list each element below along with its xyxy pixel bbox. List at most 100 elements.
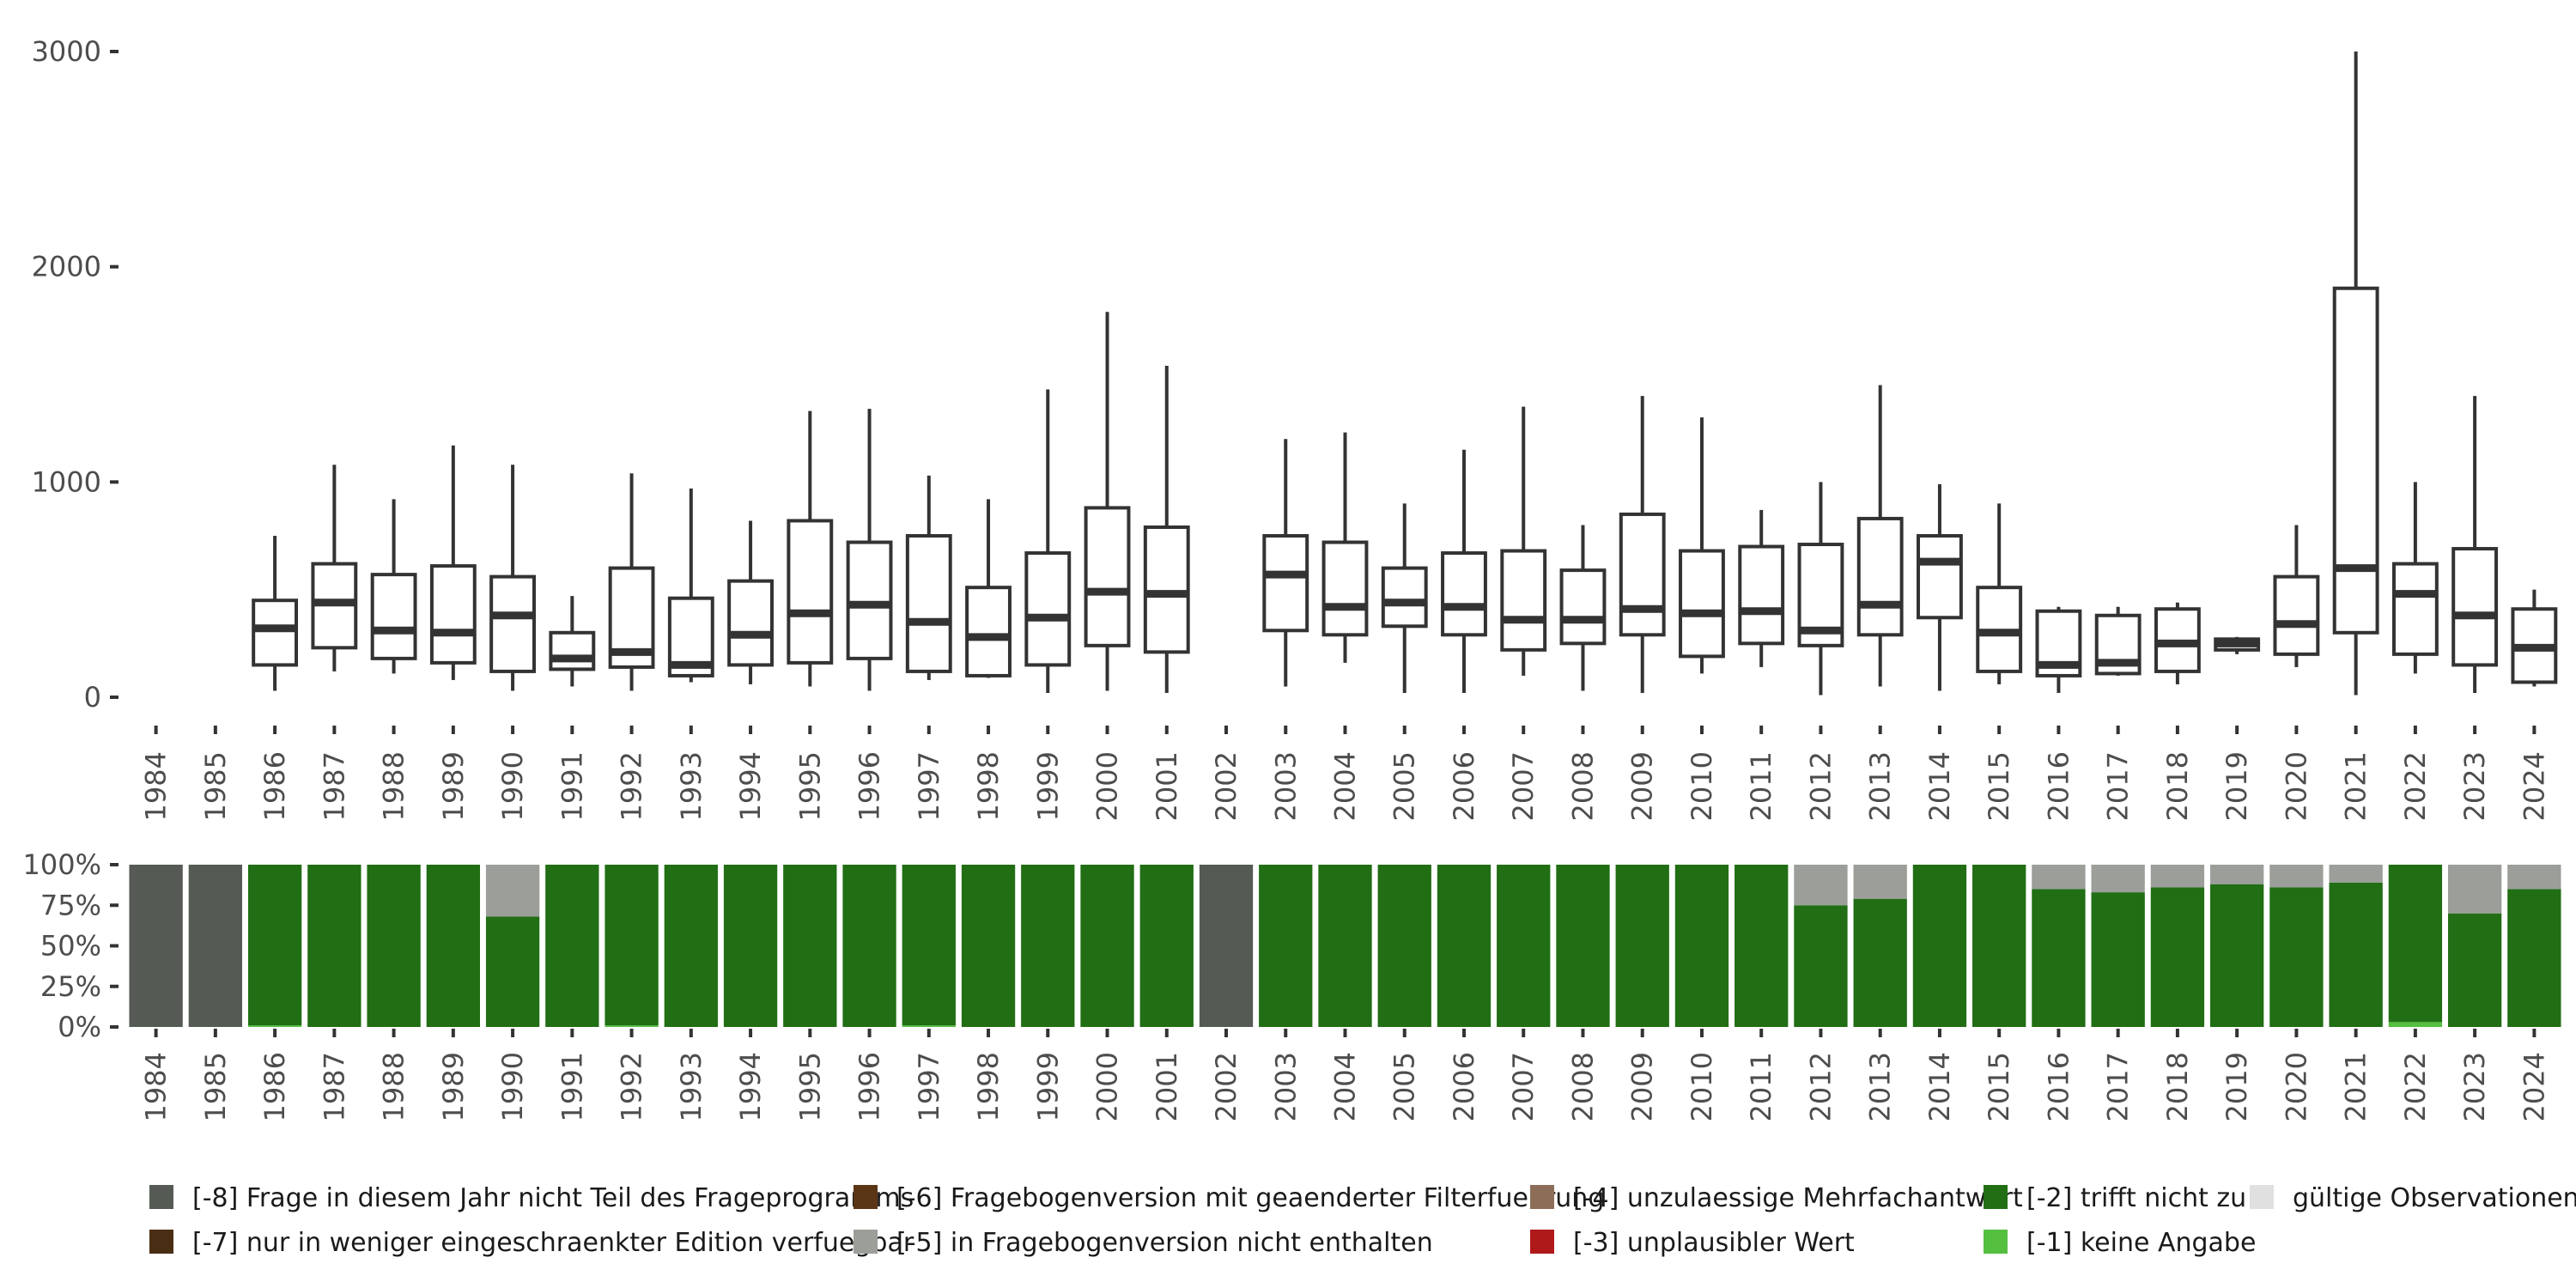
x-tick-label: 2009 [1626,751,1659,821]
stacked-bar-2024 [2507,865,2561,1027]
bar-segment [2447,913,2502,1027]
boxplot-x-axis: 1984 1985 1986 1987 1988 1989 1990 1991 1992 1993… [140,726,2550,821]
x-tick-label: 1984 [140,1052,173,1121]
x-tick-label: 1993 [675,1052,708,1121]
bar-segment [2329,882,2383,1027]
legend-label: [-7] nur in weniger eingeschraenkter Edi… [192,1228,914,1258]
stacked-bar-1987 [307,865,361,1027]
x-tick-label: 2016 [2042,1052,2075,1121]
stacked-bar-2017 [2091,865,2145,1027]
x-tick-label: 2014 [1923,751,1956,821]
box-iqr [1619,512,1666,637]
stacked-bar-1991 [545,865,599,1027]
bar-segment [783,865,837,1027]
y-tick-label: 0 [84,681,101,714]
bar-segment [2032,865,2086,890]
box-iqr [1441,551,1487,637]
stacked-bar-2016 [2032,865,2086,1027]
x-tick-label: 2007 [1507,1052,1540,1121]
stacked-bar-area [129,865,2561,1027]
legend-label: [-3] unplausibler Wert [1573,1228,1855,1258]
box-2014 [1917,483,1963,691]
bar-segment [1377,865,1431,1027]
legend-label: [-5] in Fragebogenversion nicht enthalte… [896,1228,1433,1258]
x-tick-label: 1998 [972,1052,1005,1121]
box-iqr [905,534,952,673]
box-2011 [1738,509,1785,667]
box-2000 [1084,312,1131,691]
bar-segment [961,865,1016,1027]
stacked-bar-1986 [247,865,302,1027]
bar-segment [1615,865,1669,1027]
box-2023 [2451,396,2499,693]
x-tick-label: 2013 [1864,1052,1897,1121]
legend-swatch [1530,1185,1554,1209]
x-tick-label: 1995 [793,1052,826,1121]
box-1990 [489,465,537,691]
stacked-bar-2014 [1912,865,1967,1027]
box-1993 [667,488,714,683]
stacked-bar-2015 [1972,865,2026,1027]
bar-segment [307,865,361,1027]
bar-segment [1080,865,1134,1027]
legend-swatch [854,1230,878,1254]
stacked-bar-1993 [664,865,718,1027]
x-tick-label: 2000 [1091,1052,1124,1121]
stacked-bar-2001 [1139,865,1194,1027]
x-tick-label: 2009 [1626,1052,1659,1121]
x-tick-label: 2012 [1804,1052,1837,1121]
box-iqr [1738,544,1785,646]
box-iqr [370,573,417,660]
legend-swatch [1984,1230,2008,1254]
box-iqr [1262,534,1309,633]
box-2004 [1321,432,1369,663]
legend-item: [-6] Fragebogenversion mit geaenderter F… [854,1183,1604,1213]
stacked-bar-y-axis: 0% 25% 50% 75% 100% [23,848,118,1043]
x-tick-label: 2004 [1329,751,1362,821]
x-tick-label: 2014 [1923,1052,1956,1121]
box-2003 [1262,439,1309,687]
stacked-bar-1996 [842,865,896,1027]
box-iqr [489,574,537,673]
x-tick-label: 2008 [1566,751,1599,821]
legend-label: [-2] trifft nicht zu [2026,1183,2246,1213]
box-2018 [2154,602,2201,684]
x-tick-label: 2005 [1388,751,1421,821]
bar-segment [1794,905,1848,1027]
legend-swatch [2250,1185,2274,1209]
x-tick-label: 2000 [1091,751,1124,821]
x-tick-label: 2023 [2458,751,2491,821]
box-2009 [1619,396,1666,693]
box-iqr [1381,566,1428,629]
box-iqr [1856,516,1904,637]
bar-segment [1497,865,1551,1027]
bar-segment [1972,865,2026,1027]
bar-segment [2091,892,2145,1027]
bar-segment [1318,865,1372,1027]
x-tick-label: 1996 [854,751,886,821]
bar-segment [1139,865,1194,1027]
stacked-bar-2010 [1674,865,1729,1027]
box-iqr [727,579,774,667]
legend-swatch [149,1230,173,1254]
y-tick-label: 3000 [32,35,101,68]
box-2021 [2332,52,2379,696]
bar-segment [2329,865,2383,883]
y-tick-label: 0% [58,1011,101,1043]
x-tick-label: 1992 [616,1052,648,1121]
box-2007 [1500,406,1547,676]
box-iqr [2273,574,2320,656]
stacked-bar-1989 [426,865,481,1027]
legend-swatch [1984,1185,2008,1209]
x-tick-label: 2002 [1210,1052,1242,1121]
stacked-bar-2018 [2150,865,2205,1027]
x-tick-label: 1988 [378,1052,410,1121]
box-1986 [252,536,299,691]
box-iqr [2451,547,2499,667]
box-iqr [787,519,834,665]
x-tick-label: 1987 [318,1052,350,1121]
legend-item: [-7] nur in weniger eingeschraenkter Edi… [149,1228,914,1258]
x-tick-label: 2001 [1151,1052,1183,1121]
x-tick-label: 1986 [258,751,291,821]
stacked-bar-2011 [1735,865,1789,1027]
